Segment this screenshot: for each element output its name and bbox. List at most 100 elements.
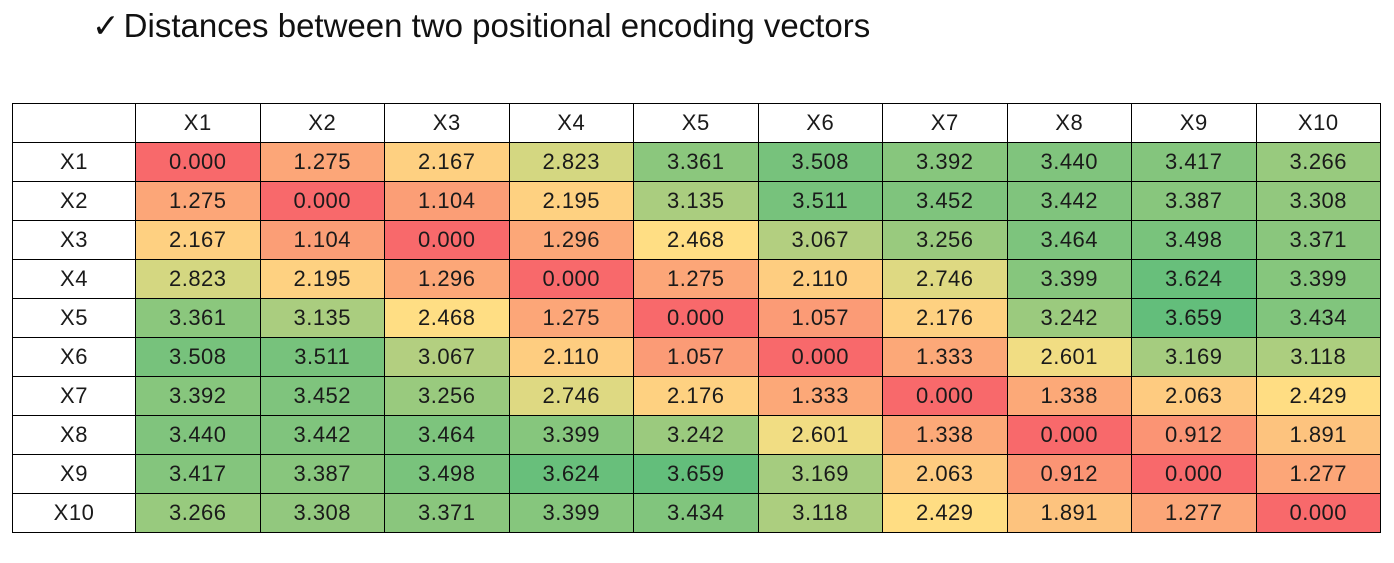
heatmap-cell: 2.429: [882, 493, 1008, 533]
heatmap-cell: 3.067: [384, 337, 510, 377]
heatmap-cell: 1.338: [1006, 376, 1132, 416]
heatmap-cell: 2.468: [633, 220, 759, 260]
heatmap-cell: 3.508: [135, 337, 261, 377]
heatmap-cell: 0.000: [135, 142, 261, 182]
table-row: X3 2.167 1.104 0.000 1.296 2.468 3.067 3.256 3.4…: [12, 220, 1381, 260]
distance-heatmap-table: X1 X2 X3 X4 X5 X6 X7 X8 X9 X10 X1 0.000 1.275 2.167 2…: [12, 103, 1381, 533]
heatmap-cell: 2.167: [135, 220, 261, 260]
heatmap-cell: 3.498: [384, 454, 510, 494]
heatmap-cell: 3.440: [1006, 142, 1132, 182]
row-header: X3: [12, 220, 136, 260]
heatmap-cell: 3.169: [757, 454, 883, 494]
heatmap-body: X1 0.000 1.275 2.167 2.823 3.361 3.508 3.392 3.4…: [12, 142, 1381, 533]
column-header: X10: [1255, 103, 1381, 143]
heatmap-cell: 3.399: [1006, 259, 1132, 299]
table-row: X10 3.266 3.308 3.371 3.399 3.434 3.118 2.429 1.…: [12, 493, 1381, 533]
heatmap-cell: 3.266: [1255, 142, 1381, 182]
heatmap-cell: 1.891: [1006, 493, 1132, 533]
heatmap-cell: 2.195: [508, 181, 634, 221]
heatmap-cell: 1.057: [633, 337, 759, 377]
heatmap-cell: 0.000: [882, 376, 1008, 416]
heatmap-cell: 0.000: [259, 181, 385, 221]
heatmap-cell: 3.361: [135, 298, 261, 338]
heatmap-cell: 0.000: [1006, 415, 1132, 455]
heatmap-cell: 0.912: [1131, 415, 1257, 455]
heatmap-cell: 3.452: [882, 181, 1008, 221]
table-row: X7 3.392 3.452 3.256 2.746 2.176 1.333 0.000 1.3…: [12, 376, 1381, 416]
heatmap-cell: 3.511: [757, 181, 883, 221]
heatmap-cell: 2.063: [1131, 376, 1257, 416]
slide-title-text: Distances between two positional encodin…: [123, 7, 871, 44]
heatmap-cell: 1.296: [384, 259, 510, 299]
column-header: X8: [1006, 103, 1132, 143]
row-header: X9: [12, 454, 136, 494]
heatmap-cell: 1.275: [135, 181, 261, 221]
heatmap-cell: 3.266: [135, 493, 261, 533]
table-row: X6 3.508 3.511 3.067 2.110 1.057 0.000 1.333 2.6…: [12, 337, 1381, 377]
table-row: X5 3.361 3.135 2.468 1.275 0.000 1.057 2.176 3.2…: [12, 298, 1381, 338]
heatmap-cell: 3.417: [1131, 142, 1257, 182]
table-row: X8 3.440 3.442 3.464 3.399 3.242 2.601 1.338 0.0…: [12, 415, 1381, 455]
heatmap-cell: 2.063: [882, 454, 1008, 494]
heatmap-cell: 3.256: [384, 376, 510, 416]
heatmap-cell: 3.361: [633, 142, 759, 182]
heatmap-cell: 3.399: [508, 415, 634, 455]
heatmap-cell: 1.275: [259, 142, 385, 182]
heatmap-cell: 3.464: [1006, 220, 1132, 260]
heatmap-cell: 3.392: [882, 142, 1008, 182]
heatmap-cell: 2.468: [384, 298, 510, 338]
heatmap-cell: 1.333: [757, 376, 883, 416]
heatmap-cell: 2.110: [757, 259, 883, 299]
heatmap-cell: 1.891: [1255, 415, 1381, 455]
heatmap-cell: 3.118: [1255, 337, 1381, 377]
heatmap-cell: 3.067: [757, 220, 883, 260]
heatmap-cell: 3.659: [633, 454, 759, 494]
table-row: X9 3.417 3.387 3.498 3.624 3.659 3.169 2.063 0.9…: [12, 454, 1381, 494]
row-header: X7: [12, 376, 136, 416]
header-row: X1 X2 X3 X4 X5 X6 X7 X8 X9 X10: [12, 103, 1381, 143]
heatmap-cell: 3.624: [508, 454, 634, 494]
heatmap-cell: 3.371: [384, 493, 510, 533]
heatmap-cell: 3.256: [882, 220, 1008, 260]
heatmap-cell: 1.057: [757, 298, 883, 338]
table-row: X2 1.275 0.000 1.104 2.195 3.135 3.511 3.452 3.4…: [12, 181, 1381, 221]
heatmap-cell: 3.387: [1131, 181, 1257, 221]
heatmap-cell: 3.434: [1255, 298, 1381, 338]
column-header: X7: [882, 103, 1008, 143]
heatmap-cell: 3.511: [259, 337, 385, 377]
heatmap-cell: 3.387: [259, 454, 385, 494]
heatmap-cell: 2.176: [882, 298, 1008, 338]
row-header: X6: [12, 337, 136, 377]
heatmap-cell: 3.440: [135, 415, 261, 455]
column-header: X6: [757, 103, 883, 143]
heatmap-cell: 2.167: [384, 142, 510, 182]
heatmap-cell: 1.277: [1255, 454, 1381, 494]
slide-title: ✓ Distances between two positional encodi…: [92, 4, 870, 48]
row-header: X1: [12, 142, 136, 182]
heatmap-cell: 3.442: [1006, 181, 1132, 221]
heatmap-cell: 0.000: [384, 220, 510, 260]
heatmap-cell: 1.277: [1131, 493, 1257, 533]
heatmap-cell: 3.308: [259, 493, 385, 533]
heatmap-cell: 1.296: [508, 220, 634, 260]
heatmap-cell: 3.508: [757, 142, 883, 182]
heatmap-cell: 1.275: [508, 298, 634, 338]
row-header: X8: [12, 415, 136, 455]
heatmap-cell: 2.176: [633, 376, 759, 416]
heatmap-cell: 0.000: [757, 337, 883, 377]
column-header: X4: [508, 103, 634, 143]
heatmap-cell: 3.118: [757, 493, 883, 533]
heatmap-cell: 3.399: [508, 493, 634, 533]
column-header: X1: [135, 103, 261, 143]
column-header: X3: [384, 103, 510, 143]
heatmap-cell: 2.823: [135, 259, 261, 299]
heatmap-cell: 1.333: [882, 337, 1008, 377]
heatmap-cell: 3.242: [633, 415, 759, 455]
heatmap-cell: 3.498: [1131, 220, 1257, 260]
heatmap-cell: 3.624: [1131, 259, 1257, 299]
heatmap-cell: 2.195: [259, 259, 385, 299]
heatmap-cell: 1.275: [633, 259, 759, 299]
row-header: X2: [12, 181, 136, 221]
heatmap-cell: 3.135: [633, 181, 759, 221]
heatmap-cell: 3.464: [384, 415, 510, 455]
